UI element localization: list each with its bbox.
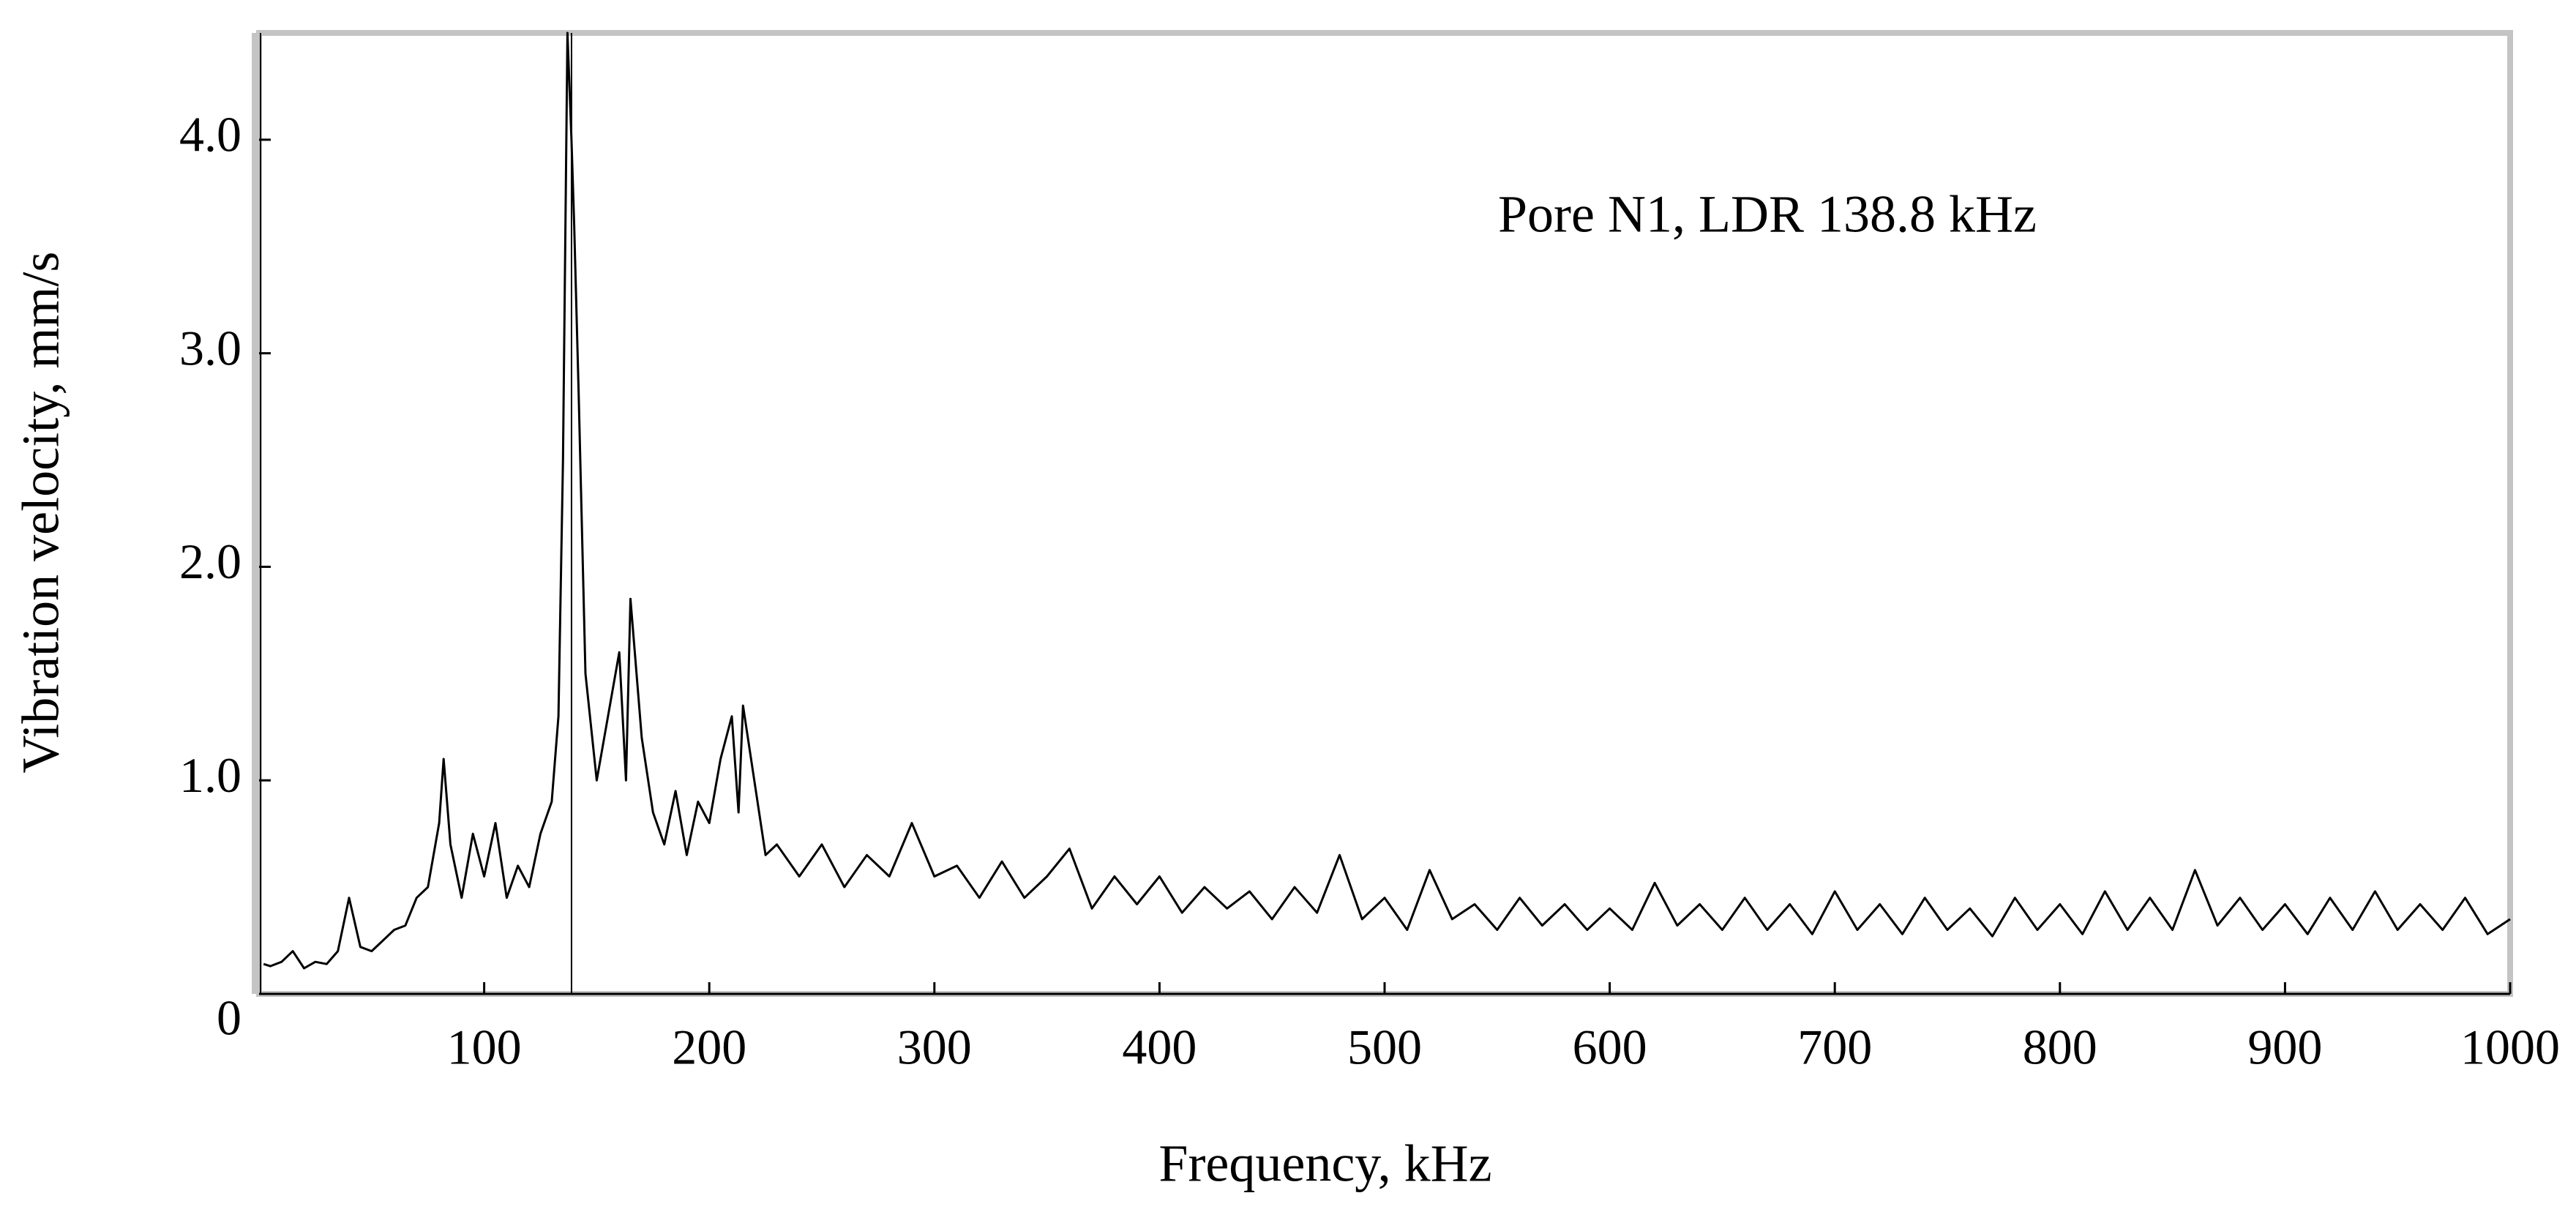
y-tick-label: 1.0	[179, 747, 242, 803]
y-tick-label: 2.0	[179, 534, 242, 589]
y-tick-label: 4.0	[179, 106, 242, 162]
x-tick-label: 600	[1573, 1020, 1647, 1075]
x-tick-label: 900	[2247, 1020, 2322, 1075]
x-tick-label: 100	[447, 1020, 522, 1075]
plot-frame	[256, 30, 2513, 997]
spectrum-line	[263, 31, 2511, 970]
y-axis-title: Vibration velocity, mm/s	[12, 252, 70, 774]
x-tick-label: 200	[672, 1020, 746, 1075]
x-tick-label: 500	[1347, 1020, 1422, 1075]
plot-frame-left	[252, 33, 261, 994]
x-tick-label: 700	[1797, 1020, 1872, 1075]
x-tick-label: 300	[897, 1020, 972, 1075]
y-tick-label: 3.0	[179, 320, 242, 375]
x-axis-title: Frequency, kHz	[1158, 1134, 1491, 1193]
annotation: Pore N1, LDR 138.8 kHz	[1498, 185, 2037, 244]
x-tick-label: 1000	[2460, 1020, 2560, 1075]
x-tick-label: 800	[2023, 1020, 2097, 1075]
x-tick-label: 400	[1122, 1020, 1197, 1075]
y-tick-label: 0	[217, 990, 242, 1046]
